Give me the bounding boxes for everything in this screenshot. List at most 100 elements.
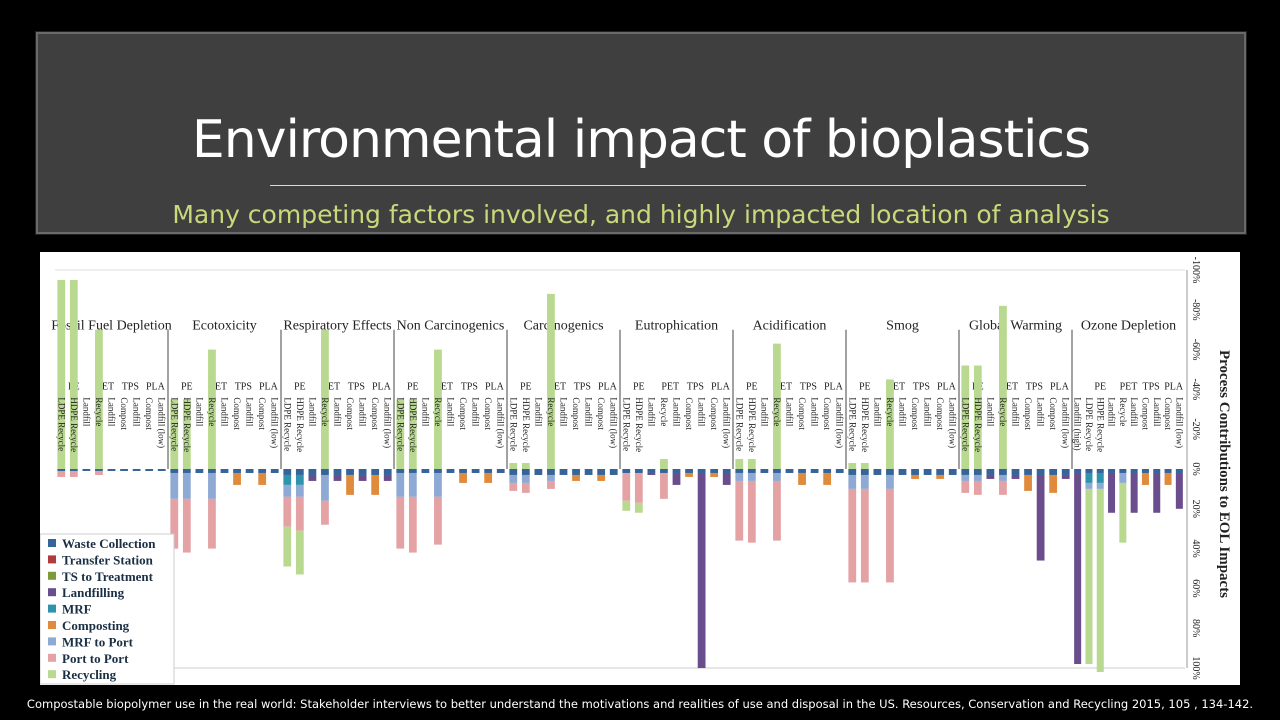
bar-segment-waste-collection [584,469,593,475]
bar-segment-waste-collection [961,469,970,475]
title-divider [270,185,1086,186]
group-title: Acidification [753,319,827,334]
material-label: TPS [461,381,478,392]
bar-segment-port-to-port [295,496,304,531]
bar-segment-port-to-port [660,472,668,499]
y-tick-label: -20% [1190,418,1201,440]
bar-segment-recycling [660,459,668,469]
group-title: Ozone Depletion [1081,319,1176,334]
legend-swatch [48,555,56,564]
bar-segment-waste-collection [157,469,166,471]
group-title: Ecotoxicity [192,319,257,334]
legend-swatch [48,637,56,646]
category-label: Compost [144,397,154,430]
material-label: PLA [711,381,731,392]
bar-segment-mrf-to-port [1119,472,1127,483]
bar-segment-waste-collection [321,469,329,475]
bar-segment-waste-collection [747,469,756,473]
category-label: LDPE Recycle [169,397,179,451]
material-label: PE [859,381,871,392]
bar-segment-recycling [773,343,781,469]
category-label: HDPE Recycle [860,397,870,452]
bar-segment-waste-collection [208,469,216,473]
category-label: HDPE Recycle [634,397,644,452]
category-label: Landfill (low) [383,397,393,448]
bar-segment-waste-collection [735,469,744,473]
bar-segment-port-to-port [634,472,643,503]
bar-segment-mrf-to-port [886,474,894,489]
bar-segment-waste-collection [170,469,179,473]
bar-segment-recycling [860,463,869,469]
material-label: PE [633,381,645,392]
y-tick-label: 80% [1190,619,1201,637]
material-label: TPS [1142,381,1159,392]
material-label: TPS [574,381,591,392]
bar-segment-landfilling [1130,472,1138,513]
category-label: Compost [596,397,606,430]
material-label: PE [181,381,193,392]
bar-segment-mrf-to-port [408,472,417,497]
bar-segment-waste-collection [295,469,304,475]
legend-swatch [48,588,56,597]
material-label: TPS [122,381,139,392]
bar-segment-recycling [69,279,78,469]
bar-segment-port-to-port [521,482,530,493]
bar-segment-mrf-to-port [860,474,869,489]
bar-segment-waste-collection [685,469,693,473]
category-label: LDPE Recycle [56,397,66,451]
bar-segment-mrf-to-port [283,484,292,497]
material-label: PE [746,381,758,392]
bar-segment-mrf-to-port [521,474,530,483]
bar-segment-waste-collection [886,469,894,475]
y-tick-label: -60% [1190,339,1201,361]
bar-segment-composting [823,472,832,485]
bar-segment-waste-collection [1024,469,1032,475]
material-label: TPS [913,381,930,392]
category-label: Compost [257,397,267,430]
bar-segment-recycling [509,463,518,469]
material-label: PE [520,381,532,392]
category-label: Compost [1163,397,1173,430]
bar-segment-port-to-port [57,470,66,477]
bar-segment-recycling [408,399,417,469]
bar-segment-recycling [973,365,982,469]
bar-segment-composting [233,472,241,485]
bar-segment-landfilling [1074,472,1082,665]
material-label: PE [407,381,419,392]
bar-segment-waste-collection [647,469,656,473]
category-label: Recycle [320,397,330,426]
legend-label: Transfer Station [62,552,154,567]
category-label: Landfill [1011,397,1021,426]
bar-segment-mrf-to-port [208,472,216,499]
bar-segment-landfilling [986,474,995,479]
category-label: Recycle [433,397,443,426]
category-label: Landfill [759,397,769,426]
bar-segment-waste-collection [57,469,66,471]
group-title: Fossil Fuel Depletion [51,319,172,334]
material-label: PLA [372,381,392,392]
bar-segment-port-to-port [321,500,329,525]
bar-segment-port-to-port [886,488,894,583]
bar-segment-composting [484,472,493,483]
bar-segment-mrf [283,474,292,485]
bar-segment-waste-collection [471,469,480,473]
bar-segment-waste-collection [496,469,505,473]
bar-segment-waste-collection [459,469,467,473]
category-label: HDPE Recycle [747,397,757,452]
category-label: Landfill [533,397,543,426]
bar-segment-composting [798,472,806,485]
material-label: PET [209,381,227,392]
bar-segment-waste-collection [484,469,493,473]
category-label: Landfill [471,397,481,426]
category-label: LDPE Recycle [508,397,518,451]
y-tick-label: 0% [1190,462,1201,475]
bar-segment-composting [1164,472,1172,485]
bar-segment-landfilling [383,474,392,481]
bar-segment-waste-collection [1108,469,1116,473]
citation-text: Compostable biopolymer use in the real w… [26,697,1254,711]
bar-segment-mrf-to-port [396,472,405,497]
bar-segment-recycling [321,329,329,469]
bar-segment-mrf-to-port [321,474,329,501]
category-label: Compost [709,397,719,430]
bar-segment-composting [1024,474,1032,491]
